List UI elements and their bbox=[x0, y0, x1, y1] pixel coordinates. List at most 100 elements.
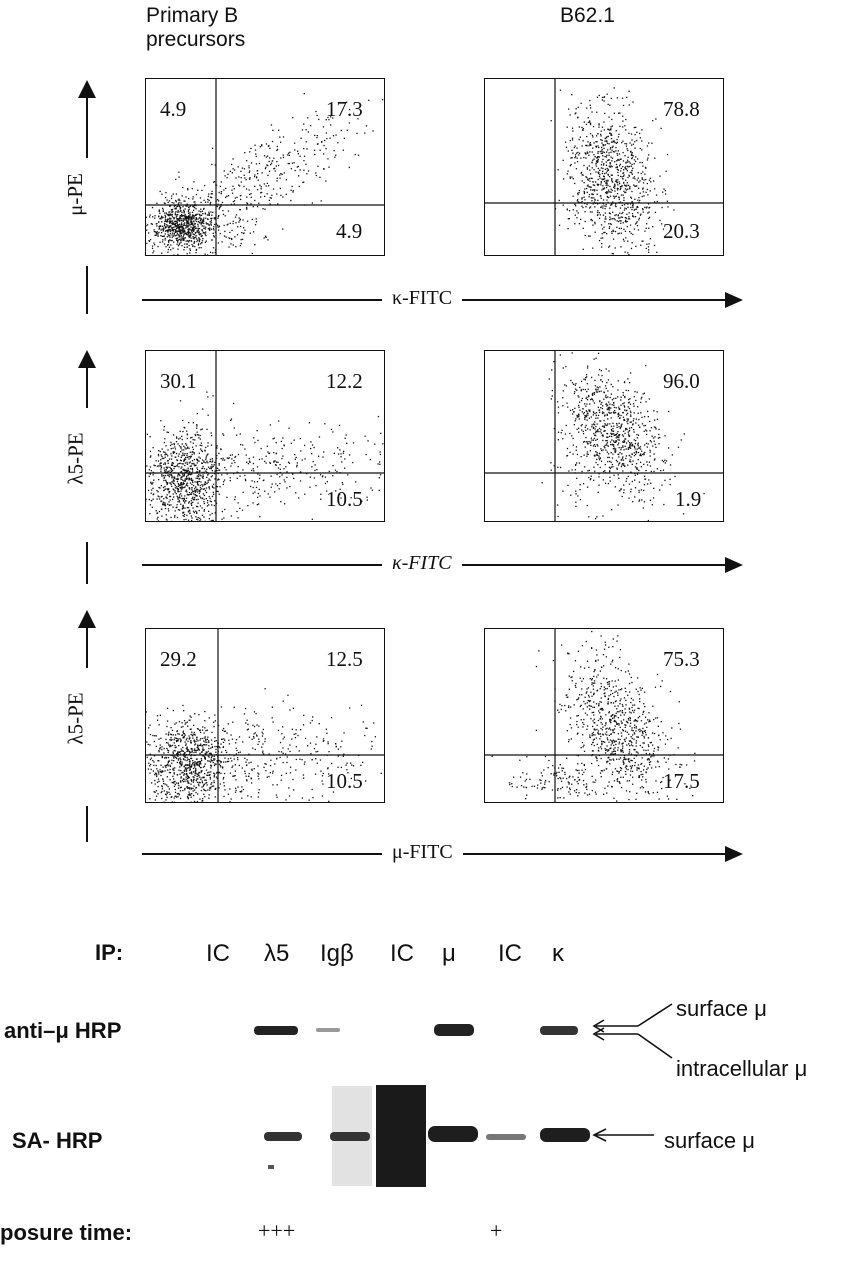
event-dot bbox=[600, 182, 602, 184]
event-dot bbox=[172, 709, 174, 712]
event-dot bbox=[191, 764, 193, 766]
event-dot bbox=[185, 469, 187, 471]
event-dot bbox=[197, 744, 199, 746]
event-dot bbox=[224, 789, 226, 791]
event-dot bbox=[592, 392, 594, 394]
event-dot bbox=[627, 203, 629, 205]
event-dot bbox=[182, 469, 184, 471]
event-dot bbox=[610, 174, 612, 176]
event-dot bbox=[165, 514, 167, 516]
event-dot bbox=[224, 466, 226, 469]
event-dot bbox=[178, 445, 181, 447]
event-dot bbox=[178, 228, 180, 230]
event-dot bbox=[201, 780, 203, 782]
event-dot bbox=[162, 778, 164, 780]
event-dot bbox=[640, 213, 642, 215]
event-dot bbox=[157, 455, 160, 457]
event-dot bbox=[166, 225, 169, 227]
event-dot bbox=[210, 223, 212, 225]
event-dot bbox=[182, 483, 184, 486]
event-dot bbox=[574, 384, 576, 386]
event-dot bbox=[158, 465, 160, 467]
event-dot bbox=[618, 447, 620, 449]
event-dot bbox=[180, 210, 182, 212]
event-dot bbox=[172, 223, 174, 226]
event-dot bbox=[604, 221, 606, 223]
event-dot bbox=[584, 379, 586, 381]
event-dot bbox=[159, 218, 161, 220]
event-dot bbox=[259, 184, 261, 186]
event-dot bbox=[164, 216, 167, 218]
event-dot bbox=[622, 175, 625, 177]
event-dot bbox=[170, 734, 173, 736]
event-dot bbox=[592, 426, 595, 428]
event-dot bbox=[222, 778, 224, 780]
event-dot bbox=[203, 208, 205, 210]
event-dot bbox=[168, 731, 170, 733]
event-dot bbox=[207, 760, 209, 762]
event-dot bbox=[192, 781, 194, 783]
event-dot bbox=[578, 416, 580, 418]
event-dot bbox=[259, 474, 261, 476]
event-dot bbox=[178, 792, 180, 795]
event-dot bbox=[270, 124, 273, 126]
event-dot bbox=[615, 195, 617, 197]
event-dot bbox=[306, 173, 308, 175]
event-dot bbox=[179, 226, 181, 228]
event-dot bbox=[586, 135, 588, 138]
event-dot bbox=[639, 426, 641, 428]
event-dot bbox=[239, 195, 241, 197]
event-dot bbox=[591, 426, 593, 428]
event-dot bbox=[189, 772, 191, 774]
event-dot bbox=[210, 501, 212, 503]
event-dot bbox=[164, 451, 166, 454]
event-dot bbox=[299, 169, 301, 171]
event-dot bbox=[176, 227, 178, 230]
event-dot bbox=[608, 466, 611, 468]
event-dot bbox=[613, 112, 615, 114]
event-dot bbox=[659, 436, 661, 439]
event-dot bbox=[184, 217, 186, 220]
event-dot bbox=[601, 139, 603, 142]
event-dot bbox=[634, 198, 636, 200]
event-dot bbox=[183, 229, 185, 231]
event-dot bbox=[603, 121, 605, 123]
event-dot bbox=[179, 509, 181, 511]
event-dot bbox=[623, 197, 625, 199]
event-dot bbox=[229, 480, 231, 482]
event-dot bbox=[188, 502, 190, 504]
event-dot bbox=[596, 443, 598, 446]
event-dot bbox=[607, 103, 609, 105]
event-dot bbox=[268, 185, 270, 187]
event-dot bbox=[166, 776, 168, 778]
event-dot bbox=[178, 224, 181, 226]
event-dot bbox=[344, 437, 346, 439]
event-dot bbox=[190, 741, 192, 743]
event-dot bbox=[193, 181, 195, 183]
event-dot bbox=[201, 751, 203, 753]
event-dot bbox=[167, 470, 169, 473]
event-dot bbox=[184, 243, 186, 245]
event-dot bbox=[632, 215, 634, 217]
event-dot bbox=[627, 188, 629, 190]
event-dot bbox=[202, 747, 204, 749]
event-dot bbox=[167, 243, 169, 246]
event-dot bbox=[187, 725, 189, 727]
event-dot bbox=[186, 219, 188, 221]
event-dot bbox=[601, 381, 603, 383]
event-dot bbox=[612, 195, 615, 197]
event-dot bbox=[187, 210, 190, 213]
event-dot bbox=[220, 706, 223, 708]
event-dot bbox=[601, 449, 603, 452]
event-dot bbox=[198, 509, 200, 512]
event-dot bbox=[206, 729, 208, 731]
event-dot bbox=[297, 153, 299, 155]
event-dot bbox=[216, 445, 218, 447]
event-dot bbox=[182, 771, 184, 773]
event-dot bbox=[199, 470, 201, 472]
event-dot bbox=[223, 481, 225, 483]
event-dot bbox=[606, 140, 608, 142]
event-dot bbox=[641, 450, 643, 452]
event-dot bbox=[194, 741, 196, 743]
event-dot bbox=[195, 769, 197, 771]
